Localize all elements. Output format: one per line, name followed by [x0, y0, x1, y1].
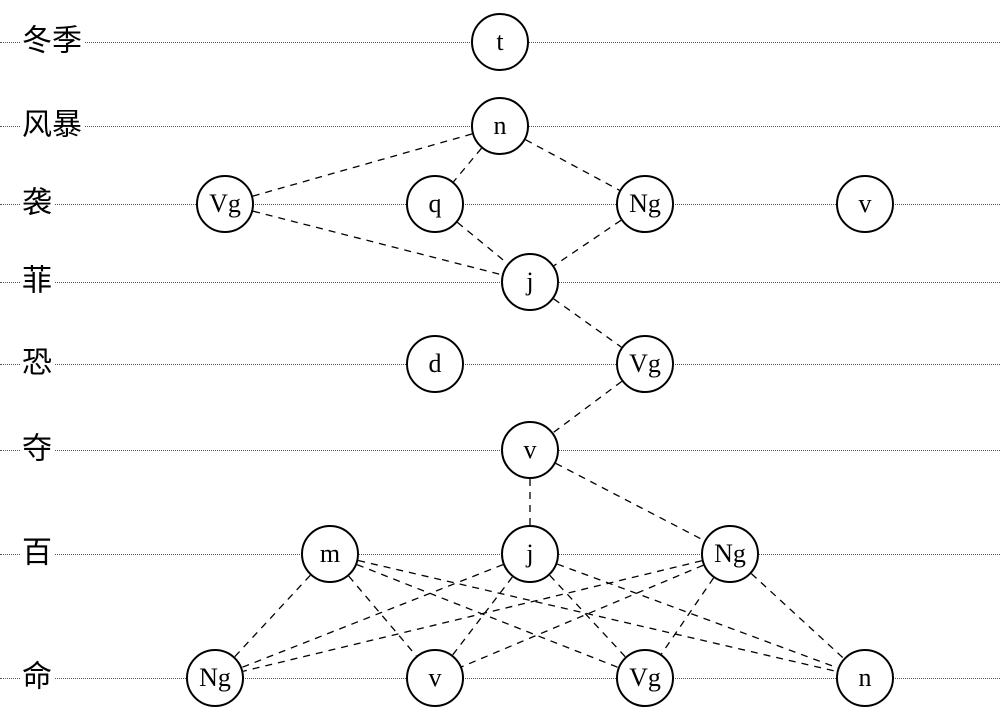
node-j7: j: [501, 525, 559, 583]
edge: [553, 381, 622, 432]
edge: [357, 565, 618, 668]
edge: [554, 299, 622, 347]
node-label: n: [494, 111, 507, 141]
node-m7: m: [301, 525, 359, 583]
node-Vg8: Vg: [616, 649, 674, 707]
node-label: v: [524, 435, 537, 465]
node-Vg5: Vg: [616, 335, 674, 393]
edge: [454, 148, 482, 181]
node-t: t: [471, 13, 529, 71]
edge: [457, 222, 507, 263]
row-label: 恐: [20, 338, 54, 382]
edge: [751, 574, 843, 659]
node-label: q: [429, 189, 442, 219]
node-Vg3: Vg: [196, 175, 254, 233]
edge: [554, 220, 621, 265]
node-j4: j: [501, 253, 559, 311]
edge: [661, 578, 713, 654]
edge: [253, 211, 502, 275]
row-label: 夺: [20, 424, 54, 468]
node-label: v: [429, 663, 442, 693]
node-v3: v: [836, 175, 894, 233]
node-label: v: [859, 189, 872, 219]
node-Ng7: Ng: [701, 525, 759, 583]
edge: [242, 565, 503, 668]
node-label: t: [496, 27, 503, 57]
row-label: 菲: [20, 256, 54, 300]
node-label: Ng: [199, 663, 231, 693]
edge: [550, 575, 626, 656]
edge: [462, 565, 704, 667]
node-q3: q: [406, 175, 464, 233]
node-v6: v: [501, 421, 559, 479]
edge: [453, 577, 513, 655]
row-label: 冬季: [20, 16, 84, 60]
node-v8: v: [406, 649, 464, 707]
edge: [556, 463, 705, 540]
node-Ng8: Ng: [186, 649, 244, 707]
node-label: d: [429, 349, 442, 379]
node-label: j: [526, 267, 533, 297]
node-d5: d: [406, 335, 464, 393]
row-label: 百: [20, 528, 54, 572]
row-label: 袭: [20, 178, 54, 222]
node-label: Vg: [209, 189, 241, 219]
pos-lattice-diagram: 冬季风暴袭菲恐夺百命 t n Vg q Ng v j d Vg v m j Ng Ng v Vg n: [0, 0, 1000, 728]
node-label: n: [859, 663, 872, 693]
row-label: 风暴: [20, 100, 84, 144]
row-label: 命: [20, 652, 54, 696]
node-label: m: [320, 539, 340, 569]
edge: [235, 575, 311, 656]
node-label: Ng: [714, 539, 746, 569]
node-n8: n: [836, 649, 894, 707]
node-label: Ng: [629, 189, 661, 219]
edge: [526, 140, 620, 191]
node-n2: n: [471, 97, 529, 155]
node-label: Vg: [629, 663, 661, 693]
node-Ng3: Ng: [616, 175, 674, 233]
node-label: Vg: [629, 349, 661, 379]
node-label: j: [526, 539, 533, 569]
